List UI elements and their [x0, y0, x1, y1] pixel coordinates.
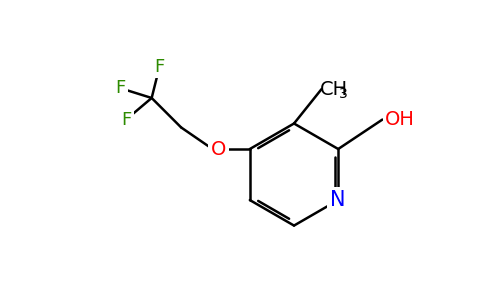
Text: OH: OH: [385, 110, 415, 129]
Text: 3: 3: [339, 87, 348, 101]
Text: CH: CH: [319, 80, 348, 99]
Text: O: O: [211, 140, 226, 158]
Text: F: F: [115, 79, 125, 97]
Text: F: F: [121, 111, 131, 129]
Text: F: F: [154, 58, 165, 76]
Text: N: N: [331, 190, 346, 210]
